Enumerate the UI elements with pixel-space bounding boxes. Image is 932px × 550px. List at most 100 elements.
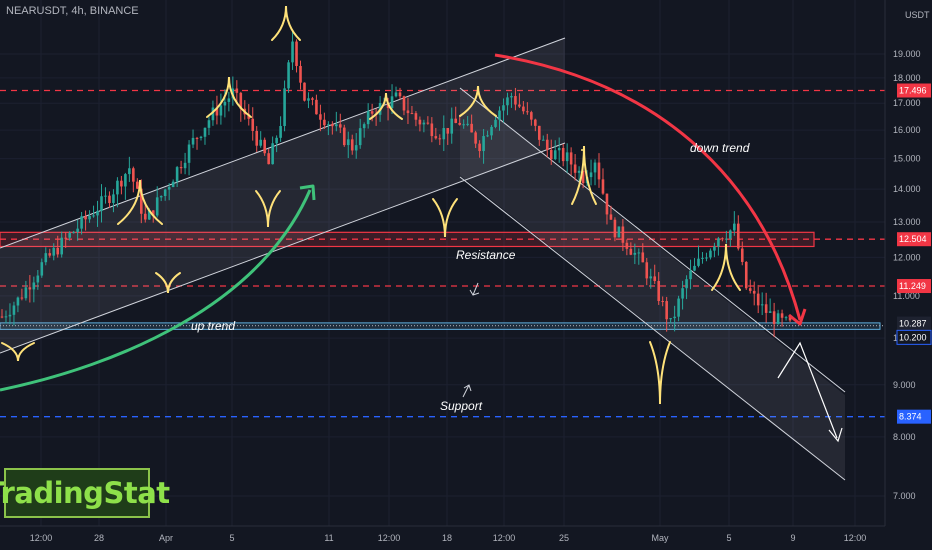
candle-body bbox=[633, 252, 637, 255]
price-tick-label: 7.000 bbox=[893, 491, 916, 501]
candle-body bbox=[327, 124, 330, 126]
candle-body bbox=[4, 316, 8, 318]
candle-body bbox=[219, 105, 223, 116]
peak-marker bbox=[571, 145, 597, 205]
candle-body bbox=[315, 99, 318, 115]
price-label-text: 8.374 bbox=[899, 412, 922, 422]
candle-body bbox=[577, 170, 581, 173]
candle-body bbox=[530, 112, 533, 120]
candle-body bbox=[12, 305, 16, 315]
candle-body bbox=[541, 139, 545, 141]
time-tick-label: 12:00 bbox=[30, 533, 53, 543]
up-channel-bottom bbox=[0, 142, 566, 354]
candle-body bbox=[597, 162, 601, 180]
candle-body bbox=[669, 318, 672, 320]
candle-body bbox=[697, 258, 700, 266]
candle-body bbox=[120, 180, 123, 187]
candle-body bbox=[593, 162, 597, 173]
drawings: up trend down trend Resistance Support bbox=[0, 5, 843, 443]
candle-body bbox=[740, 248, 744, 262]
candle-body bbox=[183, 162, 187, 169]
candle-body bbox=[147, 210, 151, 220]
candle-body bbox=[784, 317, 788, 319]
candle-body bbox=[721, 238, 724, 240]
candle-body bbox=[291, 41, 294, 63]
candle-body bbox=[434, 136, 438, 139]
candle-body bbox=[128, 168, 131, 175]
candle-body bbox=[159, 196, 163, 198]
candle-body bbox=[617, 226, 621, 238]
candle-body bbox=[506, 97, 509, 106]
candle-body bbox=[776, 313, 780, 324]
candle-body bbox=[649, 276, 653, 279]
price-label-box bbox=[897, 279, 931, 294]
candle-body bbox=[665, 301, 668, 320]
candle-body bbox=[283, 88, 286, 127]
candle-body bbox=[140, 188, 143, 214]
candle-body bbox=[267, 153, 270, 165]
price-label-text: 17.496 bbox=[899, 86, 927, 96]
candle-body bbox=[768, 311, 772, 313]
candle-body bbox=[764, 304, 768, 313]
price-label-text: 11.249 bbox=[899, 281, 926, 291]
candle-body bbox=[116, 180, 119, 195]
candle-body bbox=[16, 297, 20, 306]
price-label-box bbox=[896, 329, 932, 345]
candle-body bbox=[756, 293, 760, 306]
candle-body bbox=[8, 314, 12, 317]
candle-body bbox=[502, 105, 505, 111]
candle-body bbox=[235, 88, 239, 93]
candle-body bbox=[657, 280, 660, 301]
candle-body bbox=[466, 123, 469, 125]
candle-body bbox=[553, 150, 557, 160]
candle-body bbox=[713, 246, 716, 251]
candle-body bbox=[788, 317, 792, 321]
candle-body bbox=[151, 210, 155, 216]
price-tick-label: 14.000 bbox=[893, 184, 921, 194]
candle-body bbox=[366, 111, 370, 125]
candle-body bbox=[609, 214, 613, 220]
price-tick-label: 8.000 bbox=[893, 432, 916, 442]
peak-marker bbox=[711, 243, 741, 291]
candle-body bbox=[251, 118, 255, 131]
candle-body bbox=[163, 189, 167, 197]
time-tick-label: 12:00 bbox=[378, 533, 401, 543]
price-tick-label: 15.000 bbox=[893, 154, 921, 164]
candle-body bbox=[52, 247, 56, 256]
downtrend-arrow bbox=[494, 53, 802, 321]
candle-body bbox=[203, 127, 207, 137]
candle-body bbox=[255, 130, 259, 146]
candle-body bbox=[478, 143, 481, 152]
candle-body bbox=[705, 257, 708, 259]
candle-body bbox=[748, 288, 752, 291]
candle-body bbox=[28, 287, 32, 290]
candle-body bbox=[48, 253, 52, 256]
peak-marker bbox=[271, 5, 301, 41]
candle-body bbox=[760, 304, 764, 306]
price-tick-label: 16.000 bbox=[893, 125, 921, 135]
candle-body bbox=[681, 288, 684, 299]
candle-body bbox=[136, 181, 139, 189]
price-tick-label: 11.000 bbox=[893, 291, 920, 301]
down-channel-top bbox=[459, 87, 846, 393]
candle-body bbox=[60, 237, 63, 255]
candle-body bbox=[573, 164, 577, 173]
candle-body bbox=[279, 126, 282, 138]
candle-body bbox=[410, 113, 414, 115]
time-tick-label: 9 bbox=[790, 533, 795, 543]
candle-body bbox=[629, 248, 633, 255]
candle-body bbox=[187, 144, 191, 163]
trough-marker bbox=[255, 190, 281, 228]
candle-body bbox=[155, 197, 159, 216]
candle-body bbox=[104, 195, 107, 197]
trough-marker bbox=[155, 272, 181, 294]
candle-body bbox=[589, 172, 593, 178]
symbol-title: NEARUSDT, 4h, BINANCE bbox=[6, 5, 139, 17]
candle-body bbox=[143, 213, 147, 220]
logo-text: TradingStat bbox=[0, 476, 170, 510]
candle-body bbox=[613, 219, 617, 238]
candle-body bbox=[438, 138, 442, 140]
resistance-label: Resistance bbox=[456, 248, 516, 262]
